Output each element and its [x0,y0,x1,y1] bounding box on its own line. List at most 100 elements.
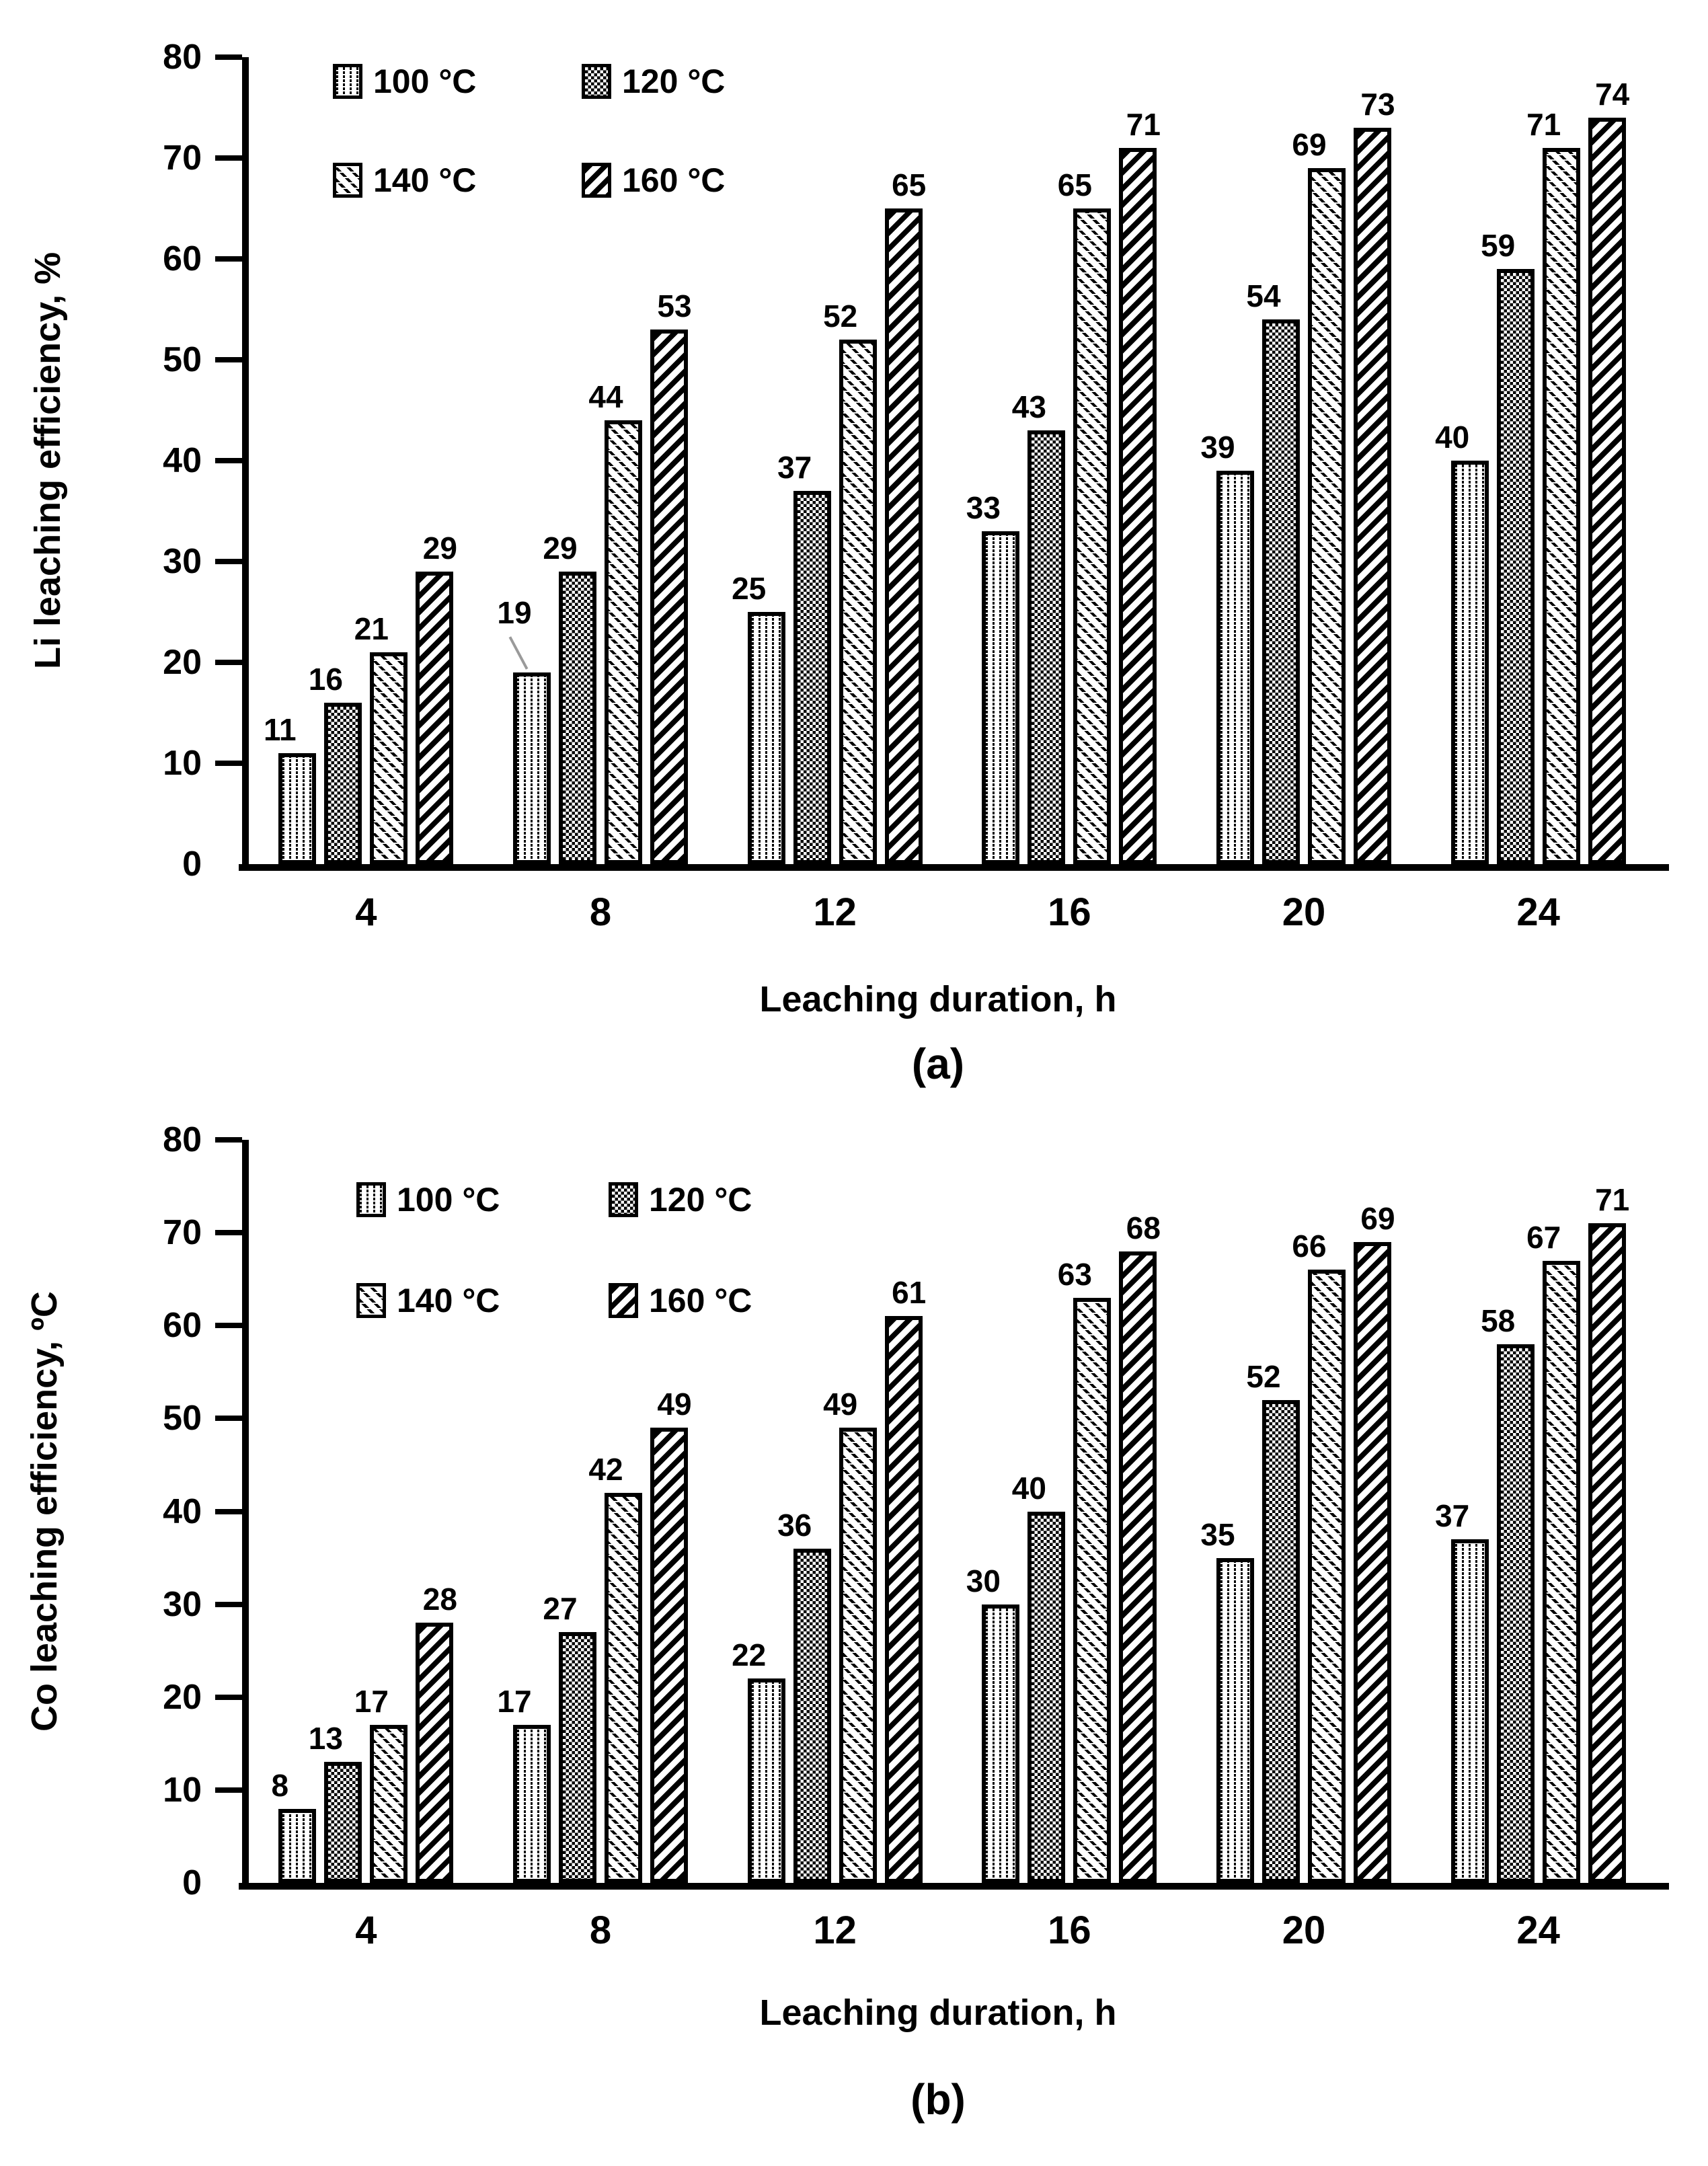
bar-value-label-b: 49 [823,1387,858,1422]
bar-a-100C-24h [1450,461,1489,864]
y-tick-b [215,1694,242,1700]
x-tick-label-b: 12 [813,1908,857,1952]
bar-a-140C-4h [370,652,408,864]
y-tick-b [215,1508,242,1514]
legend-item-a-120C: 120 °C [582,64,725,99]
legend-label: 120 °C [649,1181,752,1219]
bar-b-100C-16h [982,1604,1020,1883]
caption-b: (b) [910,2075,966,2124]
bar-a-100C-20h [1216,471,1254,864]
legend-swatch-bold-forward-hatch-icon [609,1283,638,1318]
bar-b-140C-24h [1542,1260,1580,1883]
bar-a-140C-12h [839,340,877,864]
y-tick-a [215,54,242,60]
bar-value-label-b: 37 [1435,1498,1470,1533]
y-tick-b [215,1323,242,1329]
bar-b-100C-12h [747,1678,785,1883]
bar-b-160C-24h [1588,1223,1626,1883]
bar-value-label-b: 22 [732,1637,767,1673]
y-tick-a [215,256,242,262]
x-tick-label-b: 4 [355,1908,377,1952]
bar-a-120C-20h [1262,319,1300,864]
x-tick-label-a: 20 [1282,890,1326,934]
bar-value-label-b: 52 [1246,1358,1281,1394]
x-axis-a [239,864,1669,871]
bar-a-100C-16h [982,531,1020,864]
y-tick-label-b: 10 [163,1770,202,1810]
y-tick-label-a: 20 [163,643,202,682]
y-tick-label-b: 0 [182,1863,202,1902]
bar-value-label-b: 42 [588,1451,623,1487]
bar-b-160C-12h [884,1316,923,1883]
bar-value-label-a: 71 [1126,107,1161,142]
y-tick-label-a: 30 [163,542,202,581]
x-axis-label-a: Leaching duration, h [759,979,1117,1019]
y-tick-b [215,1230,242,1236]
x-tick-label-a: 12 [813,890,857,934]
bar-b-100C-4h [278,1808,317,1883]
bar-a-120C-8h [559,572,596,864]
bar-value-label-b: 71 [1595,1182,1630,1218]
caption-a: (a) [911,1040,965,1088]
bar-value-label-a: 16 [308,662,343,697]
bar-a-100C-4h [278,753,317,864]
y-tick-b [215,1601,242,1607]
bar-b-140C-20h [1308,1270,1346,1883]
bar-value-label-a: 71 [1526,107,1561,142]
bar-b-120C-24h [1496,1344,1535,1883]
legend-item-b-160C: 160 °C [609,1283,752,1318]
bar-value-label-b: 17 [497,1684,532,1719]
y-tick-label-b: 80 [163,1120,202,1159]
legend-label: 140 °C [373,161,477,199]
bar-value-label-b: 49 [657,1387,692,1422]
callout-line-a [508,636,529,670]
bar-b-140C-8h [605,1492,642,1883]
y-tick-a [215,761,242,766]
bar-value-label-a: 29 [422,531,457,566]
bar-value-label-a: 52 [823,299,858,334]
y-tick-label-a: 0 [182,845,202,884]
bar-value-label-b: 35 [1200,1516,1235,1552]
bar-value-label-b: 27 [543,1591,578,1627]
x-tick-label-b: 8 [589,1908,612,1952]
y-tick-label-a: 40 [163,441,202,480]
bar-a-160C-16h [1119,148,1157,864]
bar-a-120C-24h [1496,269,1535,864]
bar-value-label-a: 29 [543,531,578,566]
bar-value-label-b: 28 [422,1582,457,1617]
bar-b-120C-4h [324,1762,362,1883]
bar-b-140C-4h [370,1725,408,1883]
x-tick-label-a: 24 [1516,890,1560,934]
bar-a-140C-20h [1308,168,1346,864]
y-axis-b [242,1140,249,1890]
bar-b-120C-12h [793,1548,831,1883]
bar-value-label-a: 40 [1435,420,1470,455]
y-tick-label-a: 10 [163,744,202,783]
bar-value-label-a: 69 [1292,127,1327,162]
legend-label: 120 °C [622,63,726,100]
y-axis-label-a: Li leaching efficiency, % [28,252,68,670]
bar-value-label-b: 67 [1526,1219,1561,1255]
x-axis-label-b: Leaching duration, h [759,1993,1117,2033]
y-tick-a [215,155,242,161]
bar-a-160C-4h [416,572,454,864]
bar-b-100C-24h [1450,1539,1489,1883]
bar-value-label-a: 44 [588,379,623,414]
bar-value-label-b: 40 [1011,1470,1046,1506]
bar-value-label-a: 65 [892,167,927,202]
x-tick-label-a: 8 [589,890,612,934]
bar-a-160C-20h [1354,128,1391,864]
bar-a-120C-4h [324,703,362,864]
legend-item-a-160C: 160 °C [582,163,725,198]
bar-value-label-b: 13 [308,1721,343,1756]
y-tick-label-a: 80 [163,38,202,77]
bar-b-160C-16h [1119,1251,1157,1883]
bar-value-label-b: 69 [1360,1200,1395,1236]
legend-swatch-dotted-columns-icon [333,64,362,99]
y-tick-label-b: 40 [163,1492,202,1531]
bar-a-140C-24h [1542,148,1580,864]
legend-item-a-100C: 100 °C [333,64,476,99]
bar-value-label-a: 59 [1481,228,1516,263]
y-tick-a [215,357,242,362]
bar-b-140C-12h [839,1428,877,1883]
